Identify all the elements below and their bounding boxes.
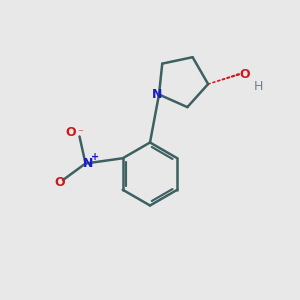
Text: O: O: [66, 126, 76, 140]
Text: +: +: [91, 152, 99, 162]
Text: O: O: [240, 68, 250, 82]
Text: ⁻: ⁻: [77, 128, 83, 138]
Text: O: O: [55, 176, 65, 190]
Text: H: H: [253, 80, 263, 94]
Text: N: N: [152, 88, 163, 101]
Text: N: N: [83, 157, 93, 170]
